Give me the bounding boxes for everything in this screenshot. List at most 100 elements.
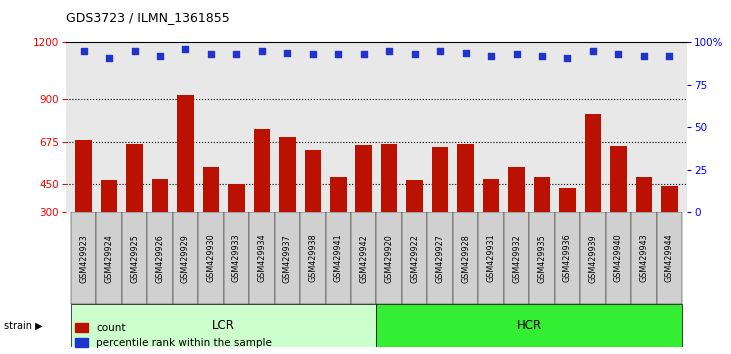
Point [230, 52, 242, 57]
Bar [631, 212, 656, 304]
Point [561, 55, 573, 61]
Text: GSM429942: GSM429942 [359, 234, 368, 282]
Bar [75, 140, 92, 212]
Bar [71, 212, 96, 304]
Point [587, 48, 599, 54]
Bar [355, 145, 372, 212]
Bar [453, 212, 478, 304]
Text: GSM429933: GSM429933 [232, 234, 241, 282]
Point [333, 52, 344, 57]
Text: GSM429944: GSM429944 [664, 234, 674, 282]
Bar [279, 137, 295, 212]
Point [77, 48, 89, 54]
Bar [325, 212, 351, 304]
Bar [351, 212, 376, 304]
Point [358, 52, 370, 57]
Bar [656, 212, 682, 304]
Point [638, 53, 650, 59]
Bar [406, 180, 423, 212]
Bar [101, 180, 118, 212]
Point [281, 50, 293, 56]
Bar [478, 212, 504, 304]
Text: GSM429926: GSM429926 [156, 234, 164, 282]
Bar [508, 167, 525, 212]
Point [664, 53, 675, 59]
Bar [96, 212, 122, 304]
Text: GSM429927: GSM429927 [436, 234, 444, 282]
Point [613, 52, 624, 57]
Text: GSM429923: GSM429923 [79, 234, 88, 282]
Legend: count, percentile rank within the sample: count, percentile rank within the sample [71, 319, 276, 352]
Text: GSM429929: GSM429929 [181, 234, 190, 282]
Text: GSM429934: GSM429934 [257, 234, 266, 282]
Text: LCR: LCR [212, 319, 235, 332]
Point [460, 50, 471, 56]
Bar [305, 150, 321, 212]
Text: GSM429943: GSM429943 [640, 234, 648, 282]
Text: GSM429937: GSM429937 [283, 234, 292, 282]
Bar [635, 177, 652, 212]
Bar [376, 212, 402, 304]
Text: GSM429922: GSM429922 [410, 234, 419, 282]
Point [485, 53, 497, 59]
Bar [152, 179, 168, 212]
Point [434, 48, 446, 54]
Point [383, 48, 395, 54]
Bar [122, 212, 147, 304]
Bar [504, 212, 529, 304]
Bar [228, 184, 245, 212]
Bar [71, 304, 376, 347]
Bar [529, 212, 555, 304]
Bar [254, 129, 270, 212]
Point [511, 52, 523, 57]
Bar [458, 144, 474, 212]
Bar [376, 304, 682, 347]
Text: GSM429940: GSM429940 [614, 234, 623, 282]
Bar [610, 146, 626, 212]
Text: GSM429935: GSM429935 [537, 234, 547, 282]
Point [409, 52, 420, 57]
Text: GSM429941: GSM429941 [334, 234, 343, 282]
Bar [249, 212, 275, 304]
Text: strain ▶: strain ▶ [4, 320, 42, 330]
Text: GSM429920: GSM429920 [385, 234, 394, 282]
Text: GSM429928: GSM429928 [461, 234, 470, 282]
Bar [330, 177, 346, 212]
Bar [300, 212, 325, 304]
Bar [147, 212, 173, 304]
Bar [559, 188, 576, 212]
Text: GSM429925: GSM429925 [130, 234, 139, 282]
Bar [428, 212, 453, 304]
Text: GDS3723 / ILMN_1361855: GDS3723 / ILMN_1361855 [66, 11, 230, 24]
Bar [202, 167, 219, 212]
Text: GSM429932: GSM429932 [512, 234, 521, 282]
Point [256, 48, 268, 54]
Point [129, 48, 140, 54]
Point [103, 55, 115, 61]
Text: GSM429931: GSM429931 [487, 234, 496, 282]
Bar [580, 212, 606, 304]
Bar [173, 212, 198, 304]
Bar [432, 147, 448, 212]
Point [154, 53, 166, 59]
Bar [534, 177, 550, 212]
Bar [381, 144, 398, 212]
Bar [177, 95, 194, 212]
Bar [402, 212, 428, 304]
Bar [275, 212, 300, 304]
Bar [555, 212, 580, 304]
Point [536, 53, 548, 59]
Text: GSM429930: GSM429930 [206, 234, 216, 282]
Point [180, 46, 192, 52]
Bar [198, 212, 224, 304]
Bar [606, 212, 631, 304]
Text: GSM429936: GSM429936 [563, 234, 572, 282]
Text: HCR: HCR [517, 319, 542, 332]
Text: GSM429939: GSM429939 [588, 234, 597, 282]
Text: GSM429924: GSM429924 [105, 234, 113, 282]
Bar [224, 212, 249, 304]
Point [205, 52, 217, 57]
Bar [585, 114, 601, 212]
Bar [661, 186, 678, 212]
Bar [126, 144, 143, 212]
